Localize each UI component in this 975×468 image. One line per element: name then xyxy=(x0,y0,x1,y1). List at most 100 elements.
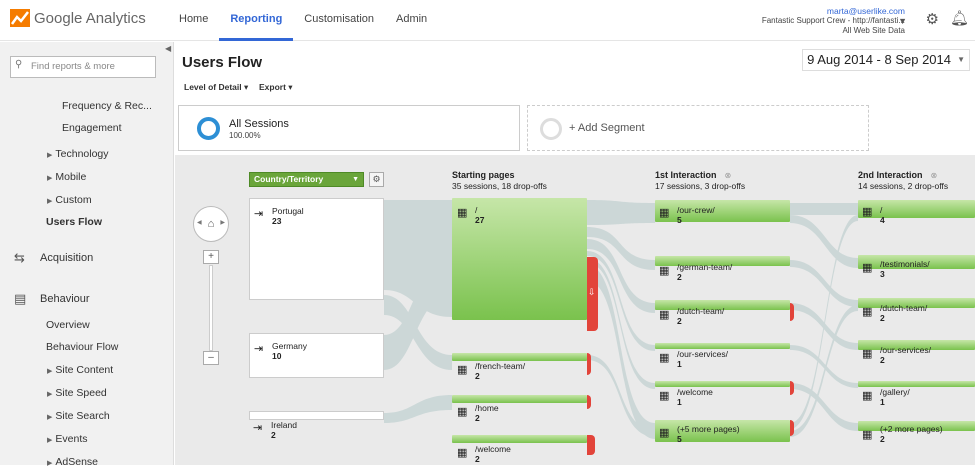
page-node-2nd-more-pages[interactable]: ▦ (+2 more pages) 2 xyxy=(858,421,975,444)
page-node-starting-welcome[interactable] xyxy=(452,435,587,443)
notifications-bell-icon[interactable]: 🔔︎ xyxy=(949,10,969,27)
date-range-picker[interactable]: 9 Aug 2014 - 8 Sep 2014 ▼ xyxy=(802,49,970,71)
flow-link xyxy=(587,239,655,313)
empty-segment-ring-icon xyxy=(540,118,562,140)
segment-all-sessions[interactable]: All Sessions 100.00% xyxy=(178,105,520,151)
page-node-starting-french-team[interactable] xyxy=(452,353,587,361)
page-node-2nd-root[interactable]: ▦ /4 xyxy=(858,200,975,225)
page-node-1st-german-team[interactable]: ▦ /german-team/2 xyxy=(655,256,790,282)
page-node-starting-root[interactable]: ▦ / 27 xyxy=(452,198,587,320)
page-node-1st-dutch-team[interactable]: ▦ /dutch-team/2 xyxy=(655,300,790,326)
sidebar-item-adsense[interactable]: ▶ AdSense xyxy=(47,456,98,468)
pan-right-icon[interactable]: ▶ xyxy=(220,220,225,226)
sidebar-item-technology[interactable]: ▶ Technology xyxy=(47,148,109,160)
country-node-germany[interactable]: ⇥ Germany 10 xyxy=(249,333,384,378)
page-node-1st-our-services[interactable]: ▦ /our-services/1 xyxy=(655,343,790,369)
search-input[interactable]: Find reports & more xyxy=(10,56,156,78)
settings-gear-icon[interactable]: ⚙ xyxy=(925,11,939,28)
country-node-label: Portugal 23 xyxy=(272,206,304,226)
sidebar-item-behaviour-flow[interactable]: Behaviour Flow xyxy=(46,341,119,353)
sidebar-item-overview[interactable]: Overview xyxy=(46,319,90,331)
nav-reporting[interactable]: Reporting xyxy=(219,0,294,41)
flow-link xyxy=(384,255,452,370)
close-column-icon[interactable]: ⊗ xyxy=(724,171,732,180)
sidebar-item-frequency[interactable]: Frequency & Rec... xyxy=(62,100,152,112)
country-arrow-icon: ⇥ xyxy=(254,208,264,220)
page-count: 4 xyxy=(880,215,885,225)
account-selector[interactable]: marta@userlike.com Fantastic Support Cre… xyxy=(762,6,905,36)
drop-off-indicator[interactable] xyxy=(587,257,598,331)
drop-off-indicator[interactable] xyxy=(587,395,591,409)
page-node-label: (+5 more pages) 5 xyxy=(677,424,740,444)
page-node-1st-our-crew[interactable]: ▦ /our-crew/5 xyxy=(655,200,790,225)
page-name: /testimonials/ xyxy=(880,259,930,269)
page-node-bar xyxy=(858,340,975,350)
country-node-label: Germany 10 xyxy=(272,341,307,361)
page-name: (+2 more pages) xyxy=(880,424,943,434)
sidebar-behaviour[interactable]: ▤ Behaviour xyxy=(14,291,90,307)
page-node-bar xyxy=(655,381,790,387)
page-name: /our-services/ xyxy=(880,345,932,355)
dimension-settings-gear-icon[interactable]: ⚙ xyxy=(369,172,384,187)
nav-admin[interactable]: Admin xyxy=(396,13,428,25)
export-menu[interactable]: Export ▾ xyxy=(259,82,293,92)
page-node-1st-welcome[interactable]: ▦ /welcome 1 xyxy=(655,381,790,407)
page-node-2nd-testimonials[interactable]: ▦ /testimonials/3 xyxy=(858,255,975,279)
page-node-label: / 27 xyxy=(475,205,484,225)
page-node-2nd-our-services[interactable]: ▦ /our-services/2 xyxy=(858,340,975,365)
page-name: /welcome xyxy=(475,444,511,454)
sidebar-item-events[interactable]: ▶ Events xyxy=(47,433,88,445)
date-range-text: 9 Aug 2014 - 8 Sep 2014 xyxy=(807,52,951,67)
sidebar-item-site-speed[interactable]: ▶ Site Speed xyxy=(47,387,107,399)
country-node-label: Ireland 2 xyxy=(271,420,297,440)
zoom-in-button[interactable]: + xyxy=(203,250,219,264)
sidebar-item-custom[interactable]: ▶ Custom xyxy=(47,194,92,206)
nav-customisation[interactable]: Customisation xyxy=(304,13,374,25)
account-caret-icon[interactable]: ▼ xyxy=(898,16,907,26)
level-of-detail-menu[interactable]: Level of Detail ▾ xyxy=(184,82,249,92)
page-icon: ▦ xyxy=(659,207,670,219)
analytics-logo[interactable]: Google Analytics xyxy=(10,9,146,27)
page-icon: ▦ xyxy=(659,427,670,439)
page-count: 2 xyxy=(880,355,885,365)
page-node-2nd-dutch-team[interactable]: ▦ /dutch-team/2 xyxy=(858,298,975,323)
page-node-starting-home[interactable] xyxy=(452,395,587,403)
add-segment-button[interactable]: + Add Segment xyxy=(527,105,869,151)
close-column-icon[interactable]: ⊗ xyxy=(930,171,938,180)
country-node-portugal[interactable]: ⇥ Portugal 23 xyxy=(249,198,384,300)
flow-link xyxy=(790,203,858,215)
pan-control[interactable]: ◀ ⌂ ▶ xyxy=(193,206,229,242)
page-node-2nd-gallery[interactable]: ▦ /gallery/1 xyxy=(858,381,975,407)
zoom-out-button[interactable]: – xyxy=(203,351,219,365)
page-name: /german-team/ xyxy=(677,262,733,272)
home-icon[interactable]: ⌂ xyxy=(207,218,215,230)
sidebar-acquisition[interactable]: ⇆ Acquisition xyxy=(14,250,93,266)
dimension-select[interactable]: Country/Territory ▼ xyxy=(249,172,364,187)
sidebar-item-engagement[interactable]: Engagement xyxy=(62,122,122,134)
country-name: Ireland xyxy=(271,420,297,430)
collapse-sidebar-icon[interactable]: ◀ xyxy=(165,44,172,53)
sidebar-item-mobile[interactable]: ▶ Mobile xyxy=(47,171,86,183)
page-count: 1 xyxy=(677,359,682,369)
pan-left-icon[interactable]: ◀ xyxy=(197,220,202,226)
drop-off-indicator[interactable] xyxy=(790,420,794,436)
users-flow-diagram: Country/Territory ▼ ⚙ Starting pages 35 … xyxy=(175,155,975,465)
sidebar-item-site-search[interactable]: ▶ Site Search xyxy=(47,410,110,422)
page-node-1st-more-pages[interactable]: ▦ (+5 more pages) 5 xyxy=(655,420,790,444)
zoom-slider[interactable] xyxy=(209,265,213,351)
page-node-bar xyxy=(452,198,587,320)
nav-home[interactable]: Home xyxy=(179,13,209,25)
drop-off-indicator[interactable] xyxy=(790,381,794,395)
sidebar-item-site-content[interactable]: ▶ Site Content xyxy=(47,364,113,376)
country-node-ireland[interactable] xyxy=(249,411,384,420)
drop-off-indicator[interactable] xyxy=(790,303,794,321)
page-node-bar xyxy=(655,256,790,266)
page-node-bar xyxy=(858,200,975,218)
page-node-bar xyxy=(452,435,587,443)
drop-off-indicator[interactable] xyxy=(587,435,595,455)
analytics-logo-icon xyxy=(10,9,30,27)
flow-link xyxy=(587,251,655,351)
sidebar-item-users-flow[interactable]: Users Flow xyxy=(46,216,103,228)
page-count: 2 xyxy=(475,454,480,464)
drop-off-indicator[interactable] xyxy=(587,353,591,375)
